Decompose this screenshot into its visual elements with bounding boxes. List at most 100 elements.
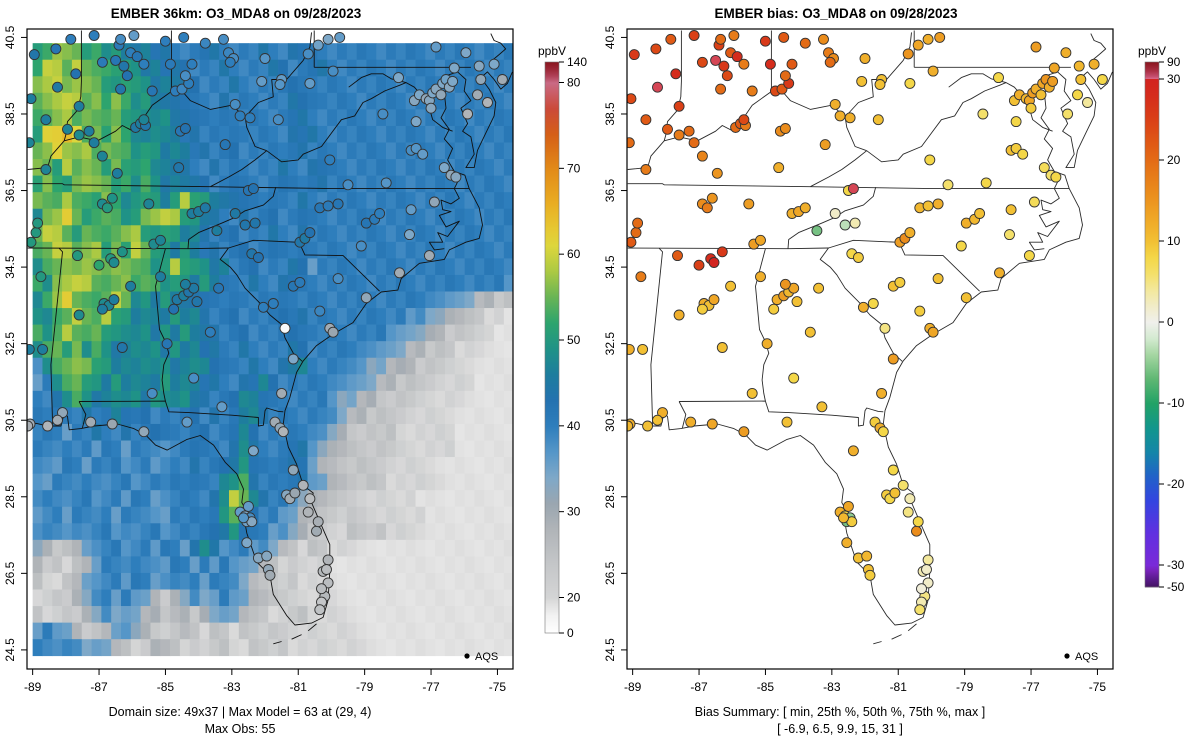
station-dot <box>257 301 269 313</box>
station-dot <box>1082 97 1093 108</box>
x-tick-label: -89 <box>24 680 42 694</box>
station-dot <box>637 343 649 355</box>
station-dot <box>179 123 191 134</box>
station-dot <box>773 162 785 174</box>
station-dot <box>360 292 372 304</box>
station-dot <box>706 418 718 430</box>
x-tick-label: -87 <box>690 680 708 694</box>
station-dot <box>912 39 924 51</box>
station-dot <box>627 420 634 432</box>
y-tick-label: 30.5 <box>3 408 17 432</box>
colorbar-tick-label: 30 <box>1167 72 1181 86</box>
y-tick-label: 34.5 <box>603 255 617 279</box>
station-dot <box>693 259 705 271</box>
station-dot <box>1030 41 1042 53</box>
station-dot <box>904 493 916 505</box>
station-dot <box>922 554 934 566</box>
station-dot <box>425 102 437 114</box>
station-dot <box>630 227 642 239</box>
station-dot <box>241 537 253 549</box>
station-dot <box>115 33 127 45</box>
station-dot <box>70 68 82 80</box>
boundary-fl_al_west <box>678 401 687 429</box>
station-dot <box>743 198 755 210</box>
station-dot <box>725 280 737 292</box>
station-dot <box>50 43 62 55</box>
station-dot <box>1048 62 1060 74</box>
colorbar-tick-label: 90 <box>1167 55 1181 69</box>
boundary-nc_sounds <box>428 175 462 251</box>
station-dot <box>252 252 264 263</box>
boundary-va_wv_line <box>866 82 1007 163</box>
station-dot <box>332 273 344 285</box>
station-dot <box>849 217 861 229</box>
boundary-gulf_atlantic_coast <box>27 170 483 626</box>
right-legend-label: AQS <box>1075 651 1098 663</box>
colorbar-tick-label: 10 <box>1167 234 1181 248</box>
station-dot <box>239 219 251 231</box>
left-legend-point-icon <box>464 653 470 659</box>
station-dot <box>887 353 899 365</box>
station-dot <box>321 564 332 575</box>
station-dot <box>934 31 946 43</box>
station-dot <box>475 74 487 85</box>
y-tick-label: 26.5 <box>603 561 617 585</box>
boundary-florida_keys_a <box>273 641 282 645</box>
colorbar-tick-label: -50 <box>1167 580 1185 594</box>
station-dot <box>138 58 150 70</box>
station-dot <box>143 198 155 210</box>
right-legend-point-icon <box>1064 653 1070 659</box>
station-dot <box>816 401 828 413</box>
station-dot <box>322 554 334 566</box>
bias-colorbar: 90 30 20 10 0 -10 -20 -30 -50 <box>1144 55 1185 594</box>
station-dot <box>642 420 654 432</box>
station-dot <box>204 326 216 338</box>
station-dot <box>683 125 695 137</box>
station-dot <box>876 387 888 399</box>
station-dot <box>897 479 909 491</box>
station-dot <box>819 139 831 151</box>
station-dot <box>688 137 700 149</box>
station-dot <box>842 500 854 512</box>
boundary-al_ms_line <box>650 247 663 426</box>
station-dot <box>229 98 241 110</box>
station-dot <box>861 550 873 562</box>
colorbar-tick-label: 50 <box>567 333 581 347</box>
station-dot <box>355 240 367 252</box>
station-dot <box>116 342 128 353</box>
state-boundaries-layer <box>27 30 513 645</box>
station-dot <box>916 583 927 595</box>
station-dot <box>131 51 143 63</box>
station-dot <box>635 271 647 283</box>
station-dot <box>93 259 105 271</box>
boundary-fl_north_line <box>679 400 884 427</box>
station-dot <box>728 30 740 41</box>
station-dot <box>650 43 662 55</box>
station-dot <box>496 74 508 85</box>
station-dot <box>804 326 816 338</box>
station-dot <box>199 202 211 214</box>
station-dot <box>779 70 791 82</box>
boundary-tn_south_line <box>27 247 189 250</box>
station-dot <box>864 569 876 581</box>
station-dot <box>316 583 327 595</box>
station-dot <box>488 58 500 70</box>
station-dot <box>778 31 790 43</box>
boundary-ky_va_line <box>810 150 867 188</box>
station-dot <box>65 33 77 45</box>
station-dot <box>277 426 289 438</box>
station-dot <box>761 338 773 350</box>
station-dot <box>994 267 1005 279</box>
station-dot <box>799 37 811 49</box>
station-dot <box>1005 204 1017 216</box>
station-dot <box>410 116 422 128</box>
y-tick-label: 24.5 <box>3 638 17 662</box>
station-dot <box>632 217 644 229</box>
station-dot <box>374 208 386 219</box>
station-dot <box>27 93 37 105</box>
station-dot <box>121 70 133 82</box>
station-dot <box>922 33 934 45</box>
station-dot <box>879 322 891 334</box>
station-dot <box>244 112 256 124</box>
